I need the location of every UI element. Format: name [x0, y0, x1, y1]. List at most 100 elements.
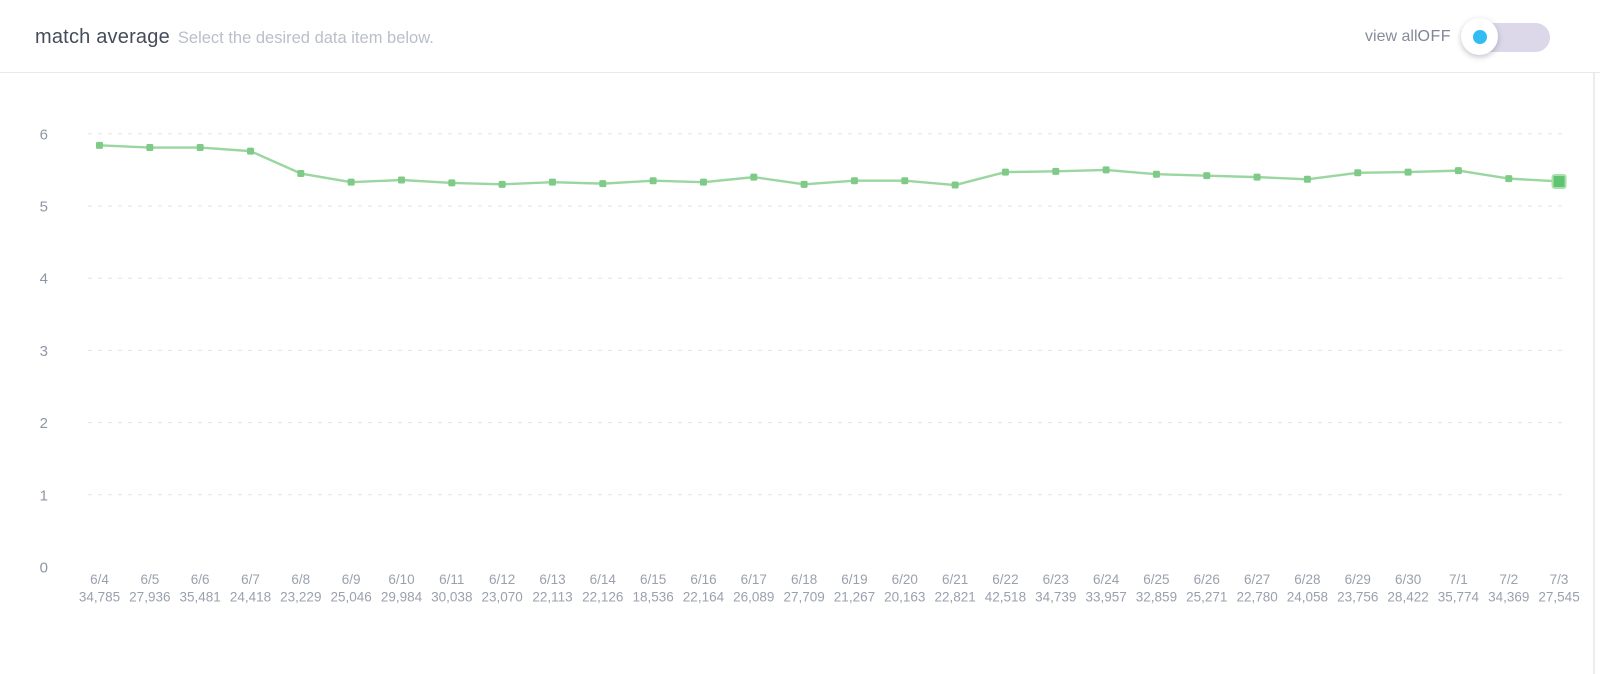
data-point-marker[interactable] — [498, 180, 506, 188]
x-axis-count-label: 34,369 — [1488, 590, 1529, 605]
x-axis-count-label: 24,058 — [1287, 590, 1328, 605]
data-point-marker[interactable] — [1152, 170, 1160, 178]
x-axis-count-label: 23,756 — [1337, 590, 1378, 605]
y-axis-tick-label: 5 — [40, 199, 48, 216]
data-point-marker[interactable] — [1303, 175, 1311, 183]
data-point-marker[interactable] — [951, 181, 959, 189]
data-point-marker[interactable] — [1203, 172, 1211, 180]
y-axis-tick-label: 1 — [40, 487, 48, 504]
header-titles: match average Select the desired data ite… — [35, 26, 434, 49]
page-subtitle: Select the desired data item below. — [177, 29, 434, 47]
x-axis-date-label: 6/10 — [388, 572, 414, 587]
data-point-marker[interactable] — [146, 144, 154, 152]
x-axis-date-label: 7/1 — [1449, 572, 1468, 587]
x-axis-date-label: 6/15 — [640, 572, 666, 587]
data-point-marker[interactable] — [1354, 169, 1362, 177]
x-axis-date-label: 6/11 — [439, 572, 464, 587]
toggle-knob[interactable] — [1461, 18, 1498, 55]
x-axis-date-label: 6/25 — [1143, 572, 1169, 587]
x-axis-count-label: 22,821 — [934, 590, 975, 605]
x-axis-date-label: 6/5 — [140, 572, 159, 587]
x-axis-date-label: 6/22 — [992, 572, 1018, 587]
x-axis-date-label: 6/18 — [791, 572, 817, 587]
x-axis-count-label: 32,859 — [1136, 590, 1177, 605]
data-point-marker[interactable] — [448, 179, 456, 187]
data-point-marker[interactable] — [850, 177, 858, 185]
x-axis-date-label: 7/3 — [1550, 572, 1569, 587]
x-axis-count-label: 24,418 — [230, 590, 271, 605]
view-all-controls: view all OFF — [1365, 0, 1550, 73]
x-axis-date-label: 6/4 — [90, 572, 109, 587]
data-point-marker[interactable] — [1404, 168, 1412, 176]
data-point-marker[interactable] — [1001, 168, 1009, 176]
x-axis-date-label: 6/29 — [1345, 572, 1371, 587]
x-axis-date-label: 6/28 — [1294, 572, 1320, 587]
x-axis-count-label: 25,271 — [1186, 590, 1227, 605]
data-point-marker[interactable] — [196, 144, 204, 152]
x-axis-count-label: 18,536 — [632, 590, 673, 605]
x-axis-count-label: 28,422 — [1387, 590, 1428, 605]
x-axis-date-label: 6/7 — [241, 572, 260, 587]
x-axis-date-label: 6/23 — [1043, 572, 1069, 587]
x-axis-count-label: 35,481 — [180, 590, 221, 605]
x-axis-count-label: 21,267 — [834, 590, 875, 605]
x-axis-date-label: 6/16 — [690, 572, 716, 587]
toggle-state-label: OFF — [1417, 27, 1451, 45]
x-axis-count-label: 27,709 — [783, 590, 824, 605]
data-point-marker[interactable] — [649, 177, 657, 185]
x-axis-count-label: 22,780 — [1236, 590, 1277, 605]
data-point-marker[interactable] — [699, 178, 707, 186]
x-axis-count-label: 20,163 — [884, 590, 925, 605]
x-axis-date-label: 6/12 — [489, 572, 515, 587]
x-axis-count-label: 22,126 — [582, 590, 623, 605]
x-axis-date-label: 6/14 — [590, 572, 617, 587]
x-axis-date-label: 6/9 — [342, 572, 361, 587]
data-point-marker[interactable] — [800, 180, 808, 188]
data-point-marker[interactable] — [1052, 167, 1060, 175]
x-axis-count-label: 22,164 — [683, 590, 725, 605]
data-point-marker[interactable] — [246, 147, 254, 155]
view-all-label: view all — [1365, 27, 1418, 45]
x-axis-count-label: 34,739 — [1035, 590, 1076, 605]
x-axis-date-label: 6/6 — [191, 572, 210, 587]
x-axis-count-label: 42,518 — [985, 590, 1026, 605]
x-axis-date-label: 6/24 — [1093, 572, 1120, 587]
x-axis-date-label: 6/17 — [741, 572, 767, 587]
data-point-marker[interactable] — [1102, 166, 1110, 174]
data-point-marker-latest[interactable] — [1551, 173, 1567, 189]
data-point-marker[interactable] — [1253, 173, 1261, 181]
y-axis-tick-label: 0 — [40, 560, 48, 577]
x-axis-count-label: 35,774 — [1438, 590, 1480, 605]
x-axis-count-label: 33,957 — [1085, 590, 1126, 605]
series-line — [98, 144, 1561, 187]
data-point-marker[interactable] — [1505, 175, 1513, 183]
x-axis-count-label: 23,229 — [280, 590, 321, 605]
x-axis-date-label: 6/30 — [1395, 572, 1421, 587]
data-point-marker[interactable] — [347, 178, 355, 186]
data-point-marker[interactable] — [901, 177, 909, 185]
x-axis-date-label: 6/21 — [942, 572, 968, 587]
data-point-marker[interactable] — [96, 141, 103, 149]
page-title: match average — [35, 26, 170, 48]
y-axis-tick-label: 6 — [40, 126, 48, 143]
x-axis-count-label: 27,545 — [1538, 590, 1579, 605]
x-axis-count-label: 25,046 — [331, 590, 372, 605]
data-point-marker[interactable] — [1454, 167, 1462, 175]
header-bar: match average Select the desired data ite… — [0, 0, 1600, 73]
data-point-marker[interactable] — [397, 176, 405, 184]
x-axis-count-label: 22,113 — [532, 590, 572, 605]
x-axis-count-label: 30,038 — [431, 590, 472, 605]
data-point-marker[interactable] — [297, 170, 305, 178]
view-all-toggle[interactable] — [1461, 18, 1550, 55]
x-axis-count-label: 23,070 — [481, 590, 522, 605]
x-axis-count-label: 27,936 — [129, 590, 170, 605]
x-axis-date-label: 6/13 — [539, 572, 565, 587]
data-point-marker[interactable] — [599, 180, 607, 188]
y-axis-tick-label: 3 — [40, 343, 48, 360]
x-axis-date-label: 6/8 — [291, 572, 310, 587]
data-point-marker[interactable] — [548, 178, 556, 186]
x-axis-date-label: 6/20 — [892, 572, 918, 587]
data-point-marker[interactable] — [750, 173, 758, 181]
x-axis-date-label: 6/26 — [1194, 572, 1220, 587]
